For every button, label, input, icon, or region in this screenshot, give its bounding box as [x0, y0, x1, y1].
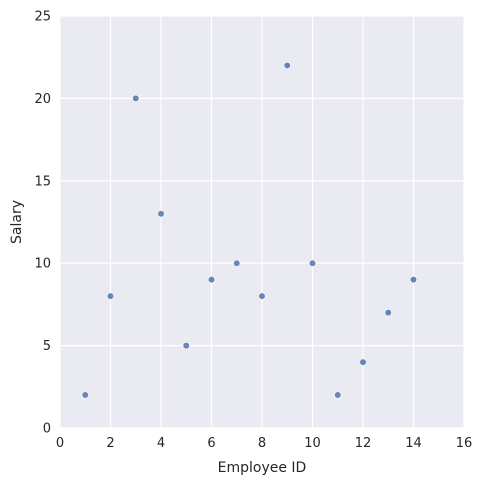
data-point [182, 342, 190, 350]
y-tick-label: 5 [43, 339, 51, 354]
y-axis-label: Salary [9, 200, 25, 244]
x-tick-label: 10 [304, 436, 321, 451]
data-point [132, 94, 140, 102]
y-tick-label: 10 [34, 257, 51, 272]
x-tick-labels: 0 2 4 6 8 10 12 14 16 [56, 436, 472, 451]
y-tick-label: 15 [34, 174, 51, 189]
data-point [359, 358, 367, 366]
data-point [334, 391, 342, 399]
x-axis-label: Employee ID [218, 460, 307, 476]
y-tick-label: 25 [34, 10, 51, 25]
y-tick-label: 20 [34, 92, 51, 107]
grid-lines [59, 15, 465, 429]
x-tick-label: 14 [405, 436, 422, 451]
data-point [258, 292, 266, 300]
x-tick-label: 4 [157, 436, 165, 451]
data-point [308, 259, 317, 267]
y-tick-label: 0 [43, 422, 51, 437]
x-tick-label: 12 [355, 436, 372, 451]
x-tick-label: 8 [258, 436, 266, 451]
x-tick-label: 0 [56, 436, 64, 451]
x-tick-label: 6 [207, 436, 215, 451]
data-points [81, 61, 418, 399]
data-point [106, 292, 115, 300]
data-point [207, 276, 216, 284]
x-tick-label: 2 [106, 436, 114, 451]
x-tick-label: 16 [456, 436, 473, 451]
data-point [283, 61, 291, 70]
data-point [157, 210, 165, 218]
data-point [233, 259, 241, 267]
data-point [81, 391, 89, 399]
data-point [409, 276, 418, 284]
data-point [384, 309, 392, 317]
y-tick-labels: 0 5 10 15 20 25 [34, 10, 51, 437]
